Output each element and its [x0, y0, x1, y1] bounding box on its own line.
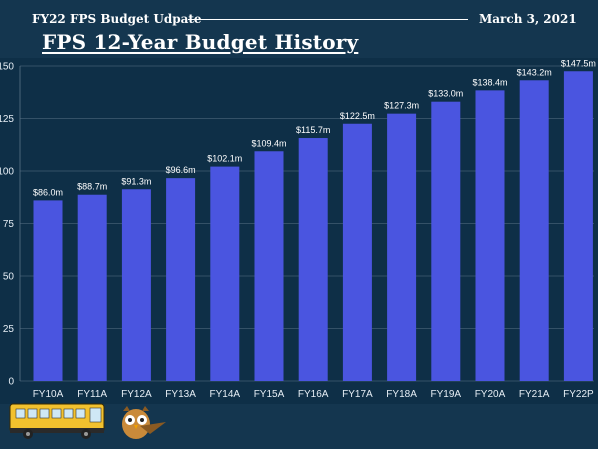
x-tick-label: FY20A [475, 389, 506, 400]
data-label: $86.0m [33, 187, 63, 197]
y-tick-label: 0 [8, 377, 14, 388]
y-tick-label: 100 [0, 167, 14, 178]
data-label: $102.1m [207, 154, 242, 164]
x-tick-label: FY19A [431, 389, 462, 400]
x-tick-label: FY11A [77, 389, 107, 400]
header-bar: FY22 FPS Budget Udpate March 3, 2021 [0, 0, 598, 36]
x-tick-label: FY14A [210, 389, 241, 400]
data-label: $147.5m [561, 58, 596, 68]
bar [342, 123, 372, 381]
data-label: $143.2m [517, 67, 552, 77]
bar [475, 90, 505, 382]
y-tick-label: 150 [0, 62, 14, 73]
bar [298, 138, 328, 381]
chart-panel: 0 25 50 75 100 125 150 $86.0m FY10A $88.7m FY11A $9… [0, 58, 598, 404]
bar [166, 178, 196, 381]
bar [254, 151, 284, 381]
footer-art [9, 403, 166, 439]
data-label: $138.4m [472, 77, 507, 87]
owl-mascot-icon [122, 406, 166, 439]
data-label: $127.3m [384, 101, 419, 111]
y-tick-label: 50 [3, 272, 15, 283]
y-tick-label: 125 [0, 114, 14, 125]
bar [387, 113, 417, 382]
bar [33, 200, 63, 381]
bar [210, 166, 240, 381]
x-tick-label: FY12A [121, 389, 152, 400]
bar [563, 71, 593, 381]
y-tick-label: 75 [3, 219, 15, 230]
data-label: $91.3m [121, 176, 151, 186]
bar-chart: 0 25 50 75 100 125 150 $86.0m FY10A $88.7m FY11A $9… [0, 58, 596, 400]
x-tick-label: FY21A [519, 389, 550, 400]
document-title: FY22 FPS Budget Udpate [32, 12, 202, 26]
bar [121, 189, 151, 381]
x-tick-label: FY18A [386, 389, 417, 400]
data-label: $122.5m [340, 111, 375, 121]
header-divider [188, 19, 468, 20]
y-tick-label: 25 [3, 324, 15, 335]
x-tick-label: FY13A [165, 389, 196, 400]
x-tick-label: FY17A [342, 389, 373, 400]
school-bus-icon [9, 403, 105, 439]
data-label: $96.6m [166, 165, 196, 175]
bar [77, 194, 107, 381]
bar [519, 80, 549, 381]
x-tick-label: FY16A [298, 389, 329, 400]
data-label: $133.0m [428, 89, 463, 99]
document-date: March 3, 2021 [479, 12, 577, 26]
x-tick-label: FY22P [563, 389, 594, 400]
x-tick-label: FY15A [254, 389, 285, 400]
data-label: $109.4m [251, 138, 286, 148]
data-label: $115.7m [296, 125, 330, 135]
data-label: $88.7m [77, 182, 107, 192]
chart-title: FPS 12-Year Budget History [42, 30, 359, 54]
bar [431, 101, 461, 381]
x-tick-label: FY10A [33, 389, 64, 400]
